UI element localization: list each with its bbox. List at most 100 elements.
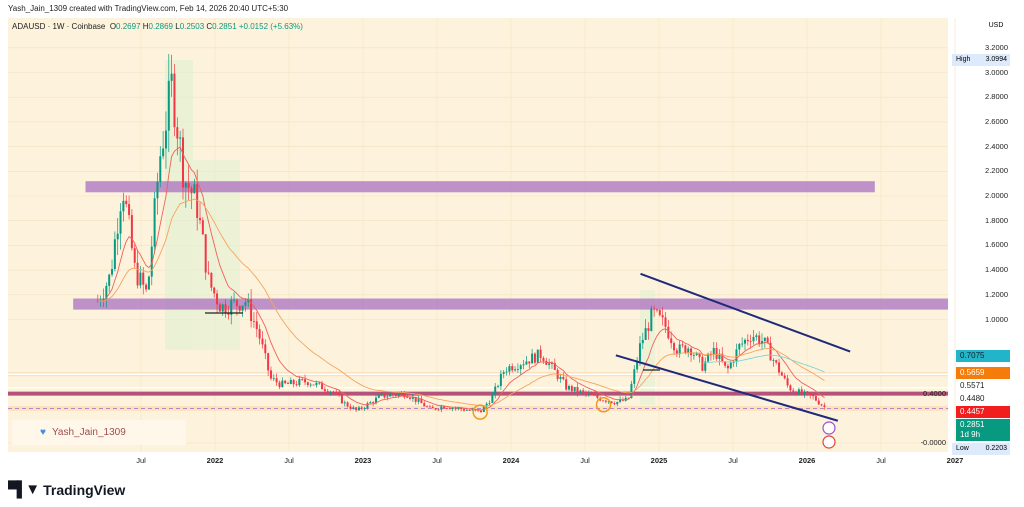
candle-body (139, 272, 142, 286)
candle-body (363, 408, 366, 409)
candle-body (164, 130, 167, 149)
candle-body (474, 409, 477, 411)
candle-body (573, 386, 576, 392)
candle-body (102, 298, 105, 301)
candle-body (216, 293, 219, 305)
candle-body (372, 402, 375, 404)
candle-body (698, 353, 701, 357)
close-label: C (206, 22, 213, 31)
candle-body (658, 310, 661, 316)
candle-body (797, 389, 800, 395)
candle-body (769, 342, 772, 361)
price-axis-label: -0.0000 (920, 438, 946, 447)
candle-body (400, 392, 403, 394)
candle-body (582, 390, 585, 392)
candle-body (602, 400, 605, 402)
candle-body (128, 204, 131, 216)
candle-body (179, 137, 182, 139)
candle-body (641, 339, 644, 344)
currency-button[interactable]: USD (982, 19, 1010, 33)
candle-body (610, 401, 613, 404)
low-marker: Low 0.2203 (952, 443, 1010, 456)
candle-body (687, 348, 690, 354)
candle-body (585, 391, 588, 394)
price-axis-label: 2.8000 (985, 92, 1008, 102)
candle-body (278, 382, 281, 388)
candle-body (766, 337, 769, 343)
candle-body (406, 397, 409, 399)
candle-body (539, 349, 542, 358)
candle-body (309, 384, 312, 386)
candle-body (145, 284, 148, 290)
candle-body (718, 353, 721, 359)
tv-logo-icon: ▀▌▼ (8, 481, 40, 498)
candle-body (383, 393, 386, 398)
candle-body (181, 137, 184, 188)
candle-body (795, 391, 798, 395)
candle-body (287, 383, 290, 384)
price-badge-value: 0.4457 (960, 407, 985, 417)
candle-body (565, 379, 568, 390)
price-axis-label: 3.2000 (985, 42, 1008, 52)
candle-body (167, 80, 170, 131)
price-axis-label: 1.0000 (985, 314, 1008, 324)
highlight-circle (595, 396, 612, 413)
candle-body (814, 396, 817, 401)
candle-body (559, 376, 562, 379)
candle-body (176, 127, 179, 139)
candle-body (704, 361, 707, 371)
candle-body (593, 394, 596, 396)
candle-body (746, 339, 749, 342)
candle-body (684, 345, 687, 354)
candle-body (485, 403, 488, 407)
time-axis-label: 2026 (798, 456, 816, 465)
candle-body (726, 365, 729, 369)
candle-body (803, 391, 806, 395)
candle-body (235, 299, 238, 306)
candle-body (281, 380, 284, 388)
candle-body (692, 354, 695, 356)
open-label: O (109, 22, 117, 31)
candle-body (213, 287, 216, 294)
candle-body (304, 379, 307, 383)
symbol-label[interactable]: ADAUSD · 1W · Coinbase (12, 22, 106, 31)
candle-body (417, 398, 420, 402)
tradingview-logo[interactable]: ▀▌▼ TradingView (8, 481, 125, 498)
candle-body (792, 390, 795, 392)
candle-body (428, 406, 431, 408)
candle-body (514, 369, 517, 371)
lightning-event-icon (822, 421, 836, 435)
candle-body (755, 335, 758, 337)
candle-body (743, 339, 746, 344)
time-axis-label: Jul (728, 456, 738, 465)
candle-body (465, 410, 468, 411)
candle-body (548, 363, 551, 365)
candle-body (786, 378, 789, 386)
candle-body (758, 335, 761, 344)
candle-body (162, 148, 165, 157)
candle-body (380, 393, 383, 396)
candle-body (210, 272, 213, 288)
candle-body (414, 396, 417, 402)
candle-body (457, 407, 460, 409)
candle-body (323, 389, 326, 392)
candle-body (673, 343, 676, 351)
candle-body (218, 304, 221, 312)
candle-body (136, 262, 139, 286)
candle-body (460, 407, 463, 410)
candle-body (661, 315, 664, 318)
candle-body (108, 274, 111, 286)
candle-body (525, 361, 528, 365)
price-badge: 0.7075 (956, 349, 1010, 362)
candle-body (295, 384, 298, 386)
candle-body (789, 385, 792, 391)
candle-body (397, 393, 400, 396)
candle-body (533, 353, 536, 363)
candle-body (545, 360, 548, 365)
candle-body (806, 391, 809, 393)
logo-text: TradingView (43, 481, 126, 498)
candle-body (653, 308, 656, 310)
high-marker: High 3.0994 (952, 54, 1010, 66)
open-value: 0.2697 (116, 22, 141, 31)
